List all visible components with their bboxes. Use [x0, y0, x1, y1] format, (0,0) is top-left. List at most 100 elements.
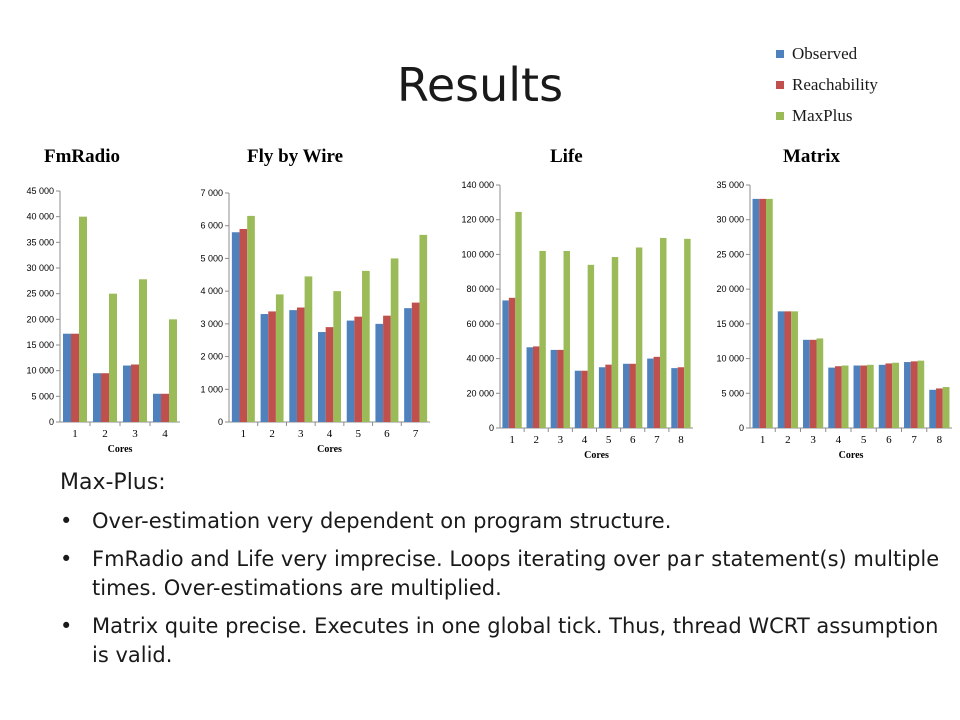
y-tick-label: 80 000: [466, 284, 494, 294]
bar-observed-1: [63, 333, 71, 422]
notes-heading: Max-Plus:: [60, 470, 166, 495]
bar-observed-2: [526, 347, 533, 428]
x-tick-label: 1: [760, 434, 766, 446]
bar-maxplus-7: [917, 360, 925, 428]
x-tick-label: 8: [678, 434, 684, 446]
x-tick-label: 2: [785, 434, 791, 446]
bar-reachability-5: [354, 316, 363, 422]
bar-reachability-2: [268, 311, 276, 422]
y-tick-label: 100 000: [461, 249, 494, 259]
bar-observed-8: [671, 368, 678, 428]
bar-maxplus-6: [635, 247, 643, 428]
y-tick-label: 30 000: [716, 215, 744, 225]
y-tick-label: 20 000: [26, 314, 54, 324]
bar-observed-7: [404, 308, 412, 422]
chart-title-fly-by-wire: Fly by Wire: [247, 146, 344, 167]
bar-observed-3: [123, 365, 131, 422]
bar-maxplus-3: [304, 276, 313, 422]
bar-maxplus-7: [419, 234, 428, 422]
y-tick-label: 5 000: [200, 253, 223, 263]
bar-observed-6: [878, 364, 886, 428]
legend-item-maxplus: MaxPlus: [776, 100, 878, 131]
bullet-1-text: Over-estimation very dependent on progra…: [92, 509, 672, 533]
y-tick-label: 20 000: [466, 388, 494, 398]
bar-reachability-7: [910, 361, 918, 428]
bar-observed-6: [375, 323, 384, 422]
bar-reachability-3: [296, 307, 305, 422]
x-tick-label: 4: [162, 428, 168, 440]
x-tick-label: 4: [836, 434, 842, 446]
bullet-1: Over-estimation very dependent on progra…: [60, 507, 940, 536]
legend: Observed Reachability MaxPlus: [776, 38, 878, 131]
y-tick-label: 1 000: [200, 384, 223, 394]
x-tick-label: 6: [630, 434, 636, 446]
bar-observed-4: [828, 367, 836, 428]
bar-reachability-3: [131, 364, 139, 422]
bar-observed-4: [318, 332, 326, 422]
y-tick-label: 4 000: [200, 286, 223, 296]
bar-reachability-7: [411, 302, 420, 422]
bar-reachability-1: [239, 228, 248, 422]
y-tick-label: 5 000: [31, 391, 54, 401]
bullet-3: Matrix quite precise. Executes in one gl…: [60, 612, 940, 670]
bar-observed-4: [153, 393, 161, 422]
bar-reachability-1: [508, 297, 516, 428]
bar-observed-3: [803, 339, 810, 428]
bar-reachability-5: [860, 365, 867, 428]
bar-reachability-7: [653, 356, 661, 428]
bar-reachability-3: [557, 349, 564, 428]
bar-observed-6: [623, 363, 630, 428]
bar-observed-5: [853, 365, 861, 428]
y-tick-label: 40 000: [466, 354, 494, 364]
bar-maxplus-5: [866, 364, 874, 428]
legend-item-observed: Observed: [776, 38, 878, 69]
legend-swatch-observed: [776, 49, 784, 58]
bar-maxplus-1: [765, 198, 773, 428]
x-tick-label: 8: [937, 434, 943, 446]
y-tick-label: 25 000: [26, 289, 54, 299]
bar-reachability-6: [629, 363, 636, 428]
legend-item-reachability: Reachability: [776, 69, 878, 100]
bar-observed-7: [904, 362, 911, 428]
bar-reachability-4: [581, 370, 588, 428]
y-tick-label: 20 000: [716, 284, 744, 294]
bar-maxplus-2: [109, 293, 117, 422]
bar-maxplus-2: [275, 294, 284, 422]
bar-observed-4: [574, 370, 582, 428]
x-tick-label: 5: [861, 434, 867, 446]
bar-observed-5: [598, 367, 606, 428]
bar-maxplus-4: [841, 365, 849, 428]
x-axis-label: Cores: [317, 444, 342, 455]
x-axis-label: Cores: [584, 450, 609, 461]
y-tick-label: 7 000: [200, 188, 223, 198]
x-tick-label: 2: [533, 434, 539, 446]
bar-maxplus-2: [791, 311, 798, 428]
bar-maxplus-4: [587, 264, 595, 428]
legend-label-maxplus: MaxPlus: [792, 105, 853, 125]
bar-maxplus-6: [390, 258, 399, 422]
y-tick-label: 15 000: [26, 340, 54, 350]
bar-observed-2: [93, 373, 101, 422]
y-tick-label: 30 000: [26, 263, 54, 273]
notes: Max-Plus: Over-estimation very dependent…: [60, 470, 940, 679]
bar-reachability-4: [835, 366, 842, 428]
x-tick-label: 1: [509, 434, 515, 446]
bar-observed-2: [260, 314, 269, 422]
x-tick-label: 1: [72, 428, 78, 440]
bar-observed-7: [647, 358, 654, 428]
x-tick-label: 2: [102, 428, 108, 440]
x-tick-label: 7: [654, 434, 660, 446]
bar-reachability-4: [161, 393, 169, 422]
y-tick-label: 2 000: [200, 352, 223, 362]
y-tick-label: 0: [49, 417, 54, 427]
legend-swatch-maxplus: [776, 111, 784, 120]
y-tick-label: 0: [489, 423, 494, 433]
bar-maxplus-5: [611, 257, 619, 428]
bar-observed-3: [550, 349, 558, 428]
legend-label-reachability: Reachability: [792, 74, 878, 94]
bar-reachability-2: [784, 311, 792, 428]
y-tick-label: 45 000: [26, 186, 54, 196]
x-tick-label: 5: [355, 428, 361, 440]
